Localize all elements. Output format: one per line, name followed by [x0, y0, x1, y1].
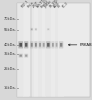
FancyBboxPatch shape [35, 28, 37, 30]
FancyBboxPatch shape [35, 43, 37, 47]
FancyBboxPatch shape [55, 41, 58, 48]
FancyBboxPatch shape [46, 41, 51, 48]
FancyBboxPatch shape [47, 29, 49, 30]
Bar [45, 3, 51, 97]
Text: 55kDa-: 55kDa- [3, 28, 16, 32]
Bar [55, 3, 59, 97]
Bar [38, 3, 42, 97]
FancyBboxPatch shape [51, 41, 54, 48]
FancyBboxPatch shape [19, 54, 23, 58]
Text: HeLa: HeLa [26, 1, 34, 9]
FancyBboxPatch shape [56, 43, 57, 47]
Bar [51, 3, 55, 97]
Bar [58, 3, 64, 97]
FancyBboxPatch shape [30, 28, 33, 31]
FancyBboxPatch shape [31, 28, 33, 30]
Text: MCF-7: MCF-7 [21, 0, 30, 9]
Text: 40kDa-: 40kDa- [3, 43, 16, 47]
FancyBboxPatch shape [20, 55, 22, 57]
FancyBboxPatch shape [60, 43, 62, 47]
Bar [42, 3, 46, 97]
Text: 293T: 293T [32, 1, 40, 9]
Text: 35kDa-: 35kDa- [3, 52, 16, 56]
FancyBboxPatch shape [31, 43, 33, 47]
FancyBboxPatch shape [24, 41, 28, 48]
FancyBboxPatch shape [18, 41, 23, 48]
FancyBboxPatch shape [47, 43, 50, 47]
FancyBboxPatch shape [24, 54, 28, 58]
FancyBboxPatch shape [38, 41, 42, 48]
Bar [34, 3, 38, 97]
FancyBboxPatch shape [35, 28, 37, 31]
Text: C6: C6 [57, 4, 62, 9]
FancyBboxPatch shape [25, 55, 27, 57]
FancyBboxPatch shape [19, 43, 22, 47]
Text: SH-SY5Y: SH-SY5Y [48, 0, 60, 9]
Bar [30, 3, 34, 97]
Text: PC-3: PC-3 [61, 2, 69, 9]
FancyBboxPatch shape [25, 43, 27, 47]
Bar [17, 3, 24, 97]
FancyBboxPatch shape [47, 28, 50, 31]
FancyBboxPatch shape [59, 41, 63, 48]
Text: Jurkat: Jurkat [44, 0, 53, 9]
Text: PRKAB1: PRKAB1 [80, 43, 92, 47]
Text: NIH/3T3: NIH/3T3 [36, 0, 47, 9]
Text: A431: A431 [53, 1, 61, 9]
FancyBboxPatch shape [42, 41, 45, 48]
FancyBboxPatch shape [43, 43, 45, 47]
Bar [17, 3, 90, 97]
Text: HepG2: HepG2 [40, 0, 50, 9]
FancyBboxPatch shape [39, 43, 41, 47]
Text: 15kDa-: 15kDa- [3, 86, 16, 90]
Bar [23, 3, 29, 97]
FancyBboxPatch shape [34, 41, 37, 48]
Text: 25kDa-: 25kDa- [3, 67, 16, 71]
Text: 70kDa-: 70kDa- [3, 17, 16, 21]
FancyBboxPatch shape [52, 43, 54, 47]
FancyBboxPatch shape [30, 41, 33, 48]
